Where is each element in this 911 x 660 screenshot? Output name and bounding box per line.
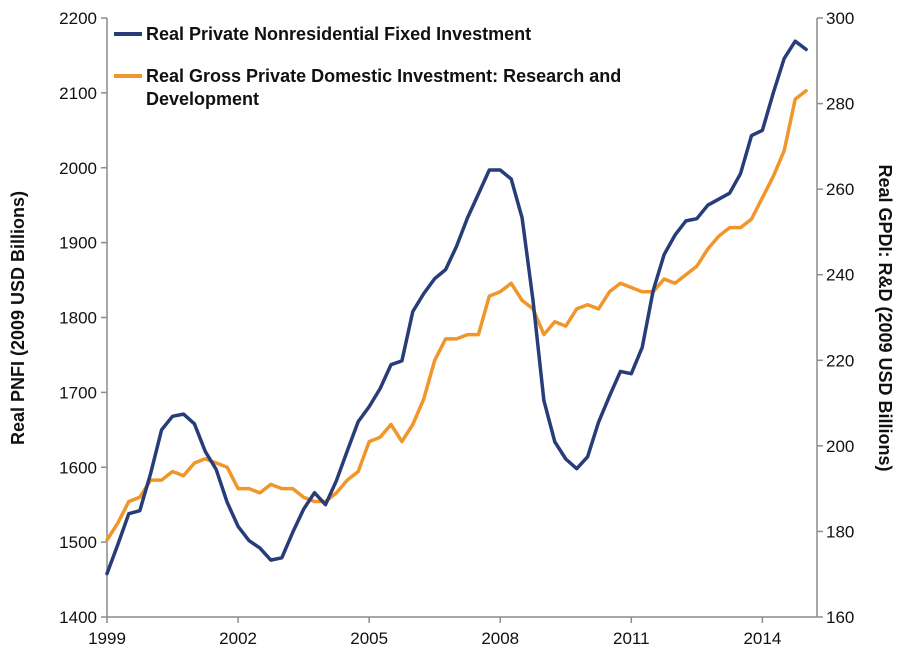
series-line-rd (105, 88, 808, 542)
y-right-tick-label: 260 (826, 180, 854, 199)
legend-label-pnfi: Real Private Nonresidential Fixed Invest… (146, 24, 531, 44)
legend-label-rd: Real Gross Private Domestic Investment: … (146, 66, 621, 109)
y-left-tick-label: 1600 (59, 458, 97, 477)
y-left-tick-label: 2100 (59, 84, 97, 103)
y-right-tick-label: 280 (826, 95, 854, 114)
y-left-tick-label: 2000 (59, 159, 97, 178)
series-lines (105, 39, 808, 576)
y-right-tick-label: 300 (826, 9, 854, 28)
y-left-tick-label: 1900 (59, 234, 97, 253)
y-axis-right-title: Real GPDI: R&D (2009 USD Billions) (875, 164, 895, 471)
y-left-tick-label: 1700 (59, 383, 97, 402)
y-right-tick-label: 200 (826, 437, 854, 456)
x-tick-label: 2011 (613, 629, 650, 648)
x-tick-label: 2005 (350, 629, 388, 648)
x-tick-label: 2014 (743, 629, 781, 648)
x-tick-label: 1999 (88, 629, 126, 648)
x-tick-label: 2002 (219, 629, 257, 648)
axes: 1400 1500 1600 1700 1800 1900 2000 2100 2200 160 1… (59, 9, 854, 648)
y-left-tick-label: 2200 (59, 9, 97, 28)
series-line-pnfi (105, 39, 808, 576)
y-right-tick-label: 220 (826, 351, 854, 370)
y-right-tick-label: 180 (826, 522, 854, 541)
y-left-tick-label: 1400 (59, 608, 97, 627)
y-axis-left-title: Real PNFI (2009 USD Billions) (8, 191, 28, 445)
y-left-tick-label: 1800 (59, 309, 97, 328)
y-right-tick-label: 160 (826, 608, 854, 627)
x-tick-label: 2008 (481, 629, 519, 648)
y-right-tick-label: 240 (826, 266, 854, 285)
y-left-tick-label: 1500 (59, 533, 97, 552)
legend: Real Private Nonresidential Fixed Invest… (114, 24, 621, 109)
